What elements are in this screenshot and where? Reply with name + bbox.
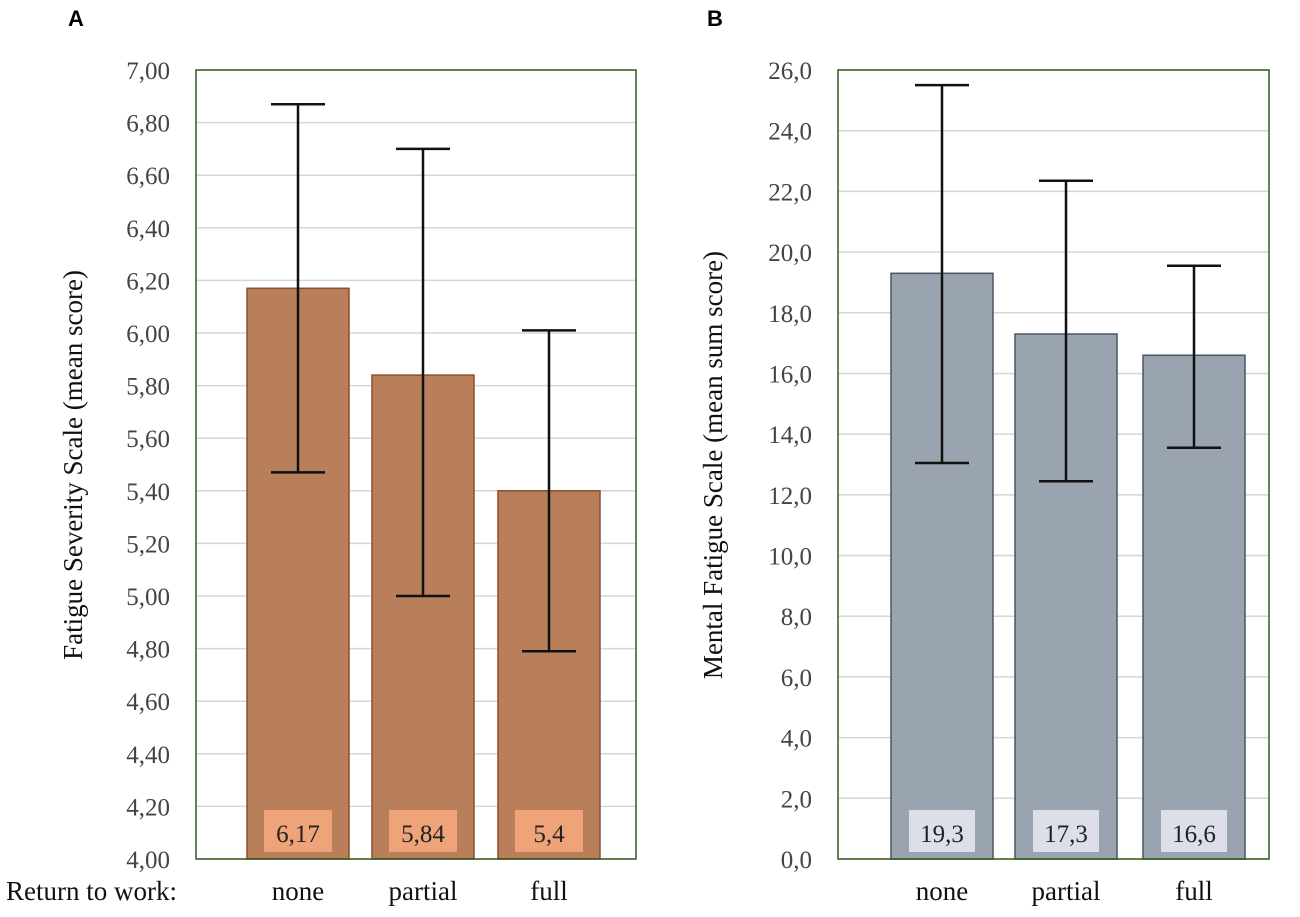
panel-b-y-tick-label: 8,0 <box>781 604 812 631</box>
panel-b-value-label-bg-full <box>1161 810 1227 852</box>
panel-a-x-tick-label-full: full <box>530 876 568 906</box>
panel-b-y-tick-label: 20,0 <box>768 240 812 267</box>
panel-a-plot-frame <box>195 69 637 860</box>
panel-a-value-label-bg-partial <box>389 810 457 852</box>
panel-b-value-label-partial: 17,3 <box>1044 821 1088 848</box>
panel-a-value-label-bg-none <box>264 810 332 852</box>
panel-b-y-axis-label: Mental Fatigue Scale (mean sum score) <box>698 251 728 679</box>
panel-a-y-tick-label: 5,00 <box>126 584 170 611</box>
panel-b-value-label-full: 16,6 <box>1172 821 1216 848</box>
panel-a-y-axis-label: Fatigue Severity Scale (mean score) <box>58 270 88 660</box>
panel-a-x-tick-label-partial: partial <box>389 876 458 906</box>
panel-a-y-tick-label: 6,20 <box>126 268 170 295</box>
panel-a-y-tick-label: 7,00 <box>126 58 170 85</box>
panel-b-y-tick-label: 26,0 <box>768 58 812 85</box>
panel-a-y-tick-label: 6,40 <box>126 216 170 243</box>
panel-a-y-tick-label: 4,20 <box>126 794 170 821</box>
panel-b-letter: B <box>707 6 723 31</box>
panel-b: B Mental Fatigue Scale (mean sum score) … <box>698 6 1270 906</box>
panel-a-y-tick-label: 6,00 <box>126 321 170 348</box>
panel-b-y-tick-label: 2,0 <box>781 786 812 813</box>
panel-a-value-label-none: 6,17 <box>276 821 320 848</box>
panel-b-y-tick-label: 14,0 <box>768 422 812 449</box>
panel-a-y-tick-label: 5,40 <box>126 479 170 506</box>
panel-a-x-axis-label: Return to work: <box>6 876 177 906</box>
panel-a-y-tick-label: 5,20 <box>126 531 170 558</box>
panel-b-value-label-bg-partial <box>1033 810 1099 852</box>
panel-a-y-tick-label: 4,00 <box>126 847 170 874</box>
panel-b-value-label-none: 19,3 <box>920 821 964 848</box>
panel-b-y-tick-label: 10,0 <box>768 544 812 571</box>
panel-b-y-tick-label: 18,0 <box>768 301 812 328</box>
panel-a-y-tick-label: 6,60 <box>126 163 170 190</box>
panel-a-y-tick-label: 4,80 <box>126 637 170 664</box>
panel-b-plot-area: 0,0 2,0 4,0 6,0 8,0 10,0 12,0 14,0 16,0 18,0 20,0 2… <box>768 58 1270 906</box>
panel-a-value-label-full: 5,4 <box>533 821 565 848</box>
panel-b-value-label-bg-none <box>909 810 975 852</box>
panel-a-value-label-partial: 5,84 <box>401 821 445 848</box>
panel-b-x-tick-label-none: none <box>916 876 969 906</box>
panel-b-y-tick-label: 0,0 <box>781 847 812 874</box>
panel-a-y-tick-label: 4,40 <box>126 742 170 769</box>
panel-b-x-tick-label-full: full <box>1175 876 1213 906</box>
panel-b-plot-frame <box>837 69 1270 860</box>
panel-a-letter: A <box>68 6 84 31</box>
panel-b-y-tick-label: 4,0 <box>781 726 812 753</box>
panel-b-x-tick-label-partial: partial <box>1032 876 1101 906</box>
panel-b-y-tick-label: 12,0 <box>768 483 812 510</box>
panel-b-y-tick-label: 16,0 <box>768 361 812 388</box>
panel-a-y-tick-label: 5,60 <box>126 426 170 453</box>
panel-a-x-tick-label-none: none <box>272 876 325 906</box>
panel-a: A Fatigue Severity Scale (mean score) Re… <box>6 6 637 906</box>
panel-a-y-tick-label: 4,60 <box>126 689 170 716</box>
panel-b-y-tick-label: 22,0 <box>768 179 812 206</box>
panel-a-plot-area: 4,00 4,20 4,40 4,60 4,80 5,00 5,20 5,40 5,60 5,80… <box>126 58 637 906</box>
panel-b-y-tick-label: 6,0 <box>781 665 812 692</box>
panel-a-y-tick-label: 6,80 <box>126 111 170 138</box>
panel-b-y-tick-label: 24,0 <box>768 119 812 146</box>
panel-a-y-tick-label: 5,80 <box>126 374 170 401</box>
panel-a-value-label-bg-full <box>515 810 583 852</box>
